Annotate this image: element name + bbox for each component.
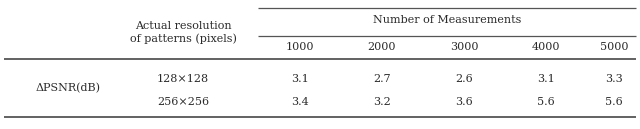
- Text: 1000: 1000: [285, 42, 314, 52]
- Text: 5.6: 5.6: [605, 97, 623, 107]
- Text: ΔPSNR(dB): ΔPSNR(dB): [35, 83, 100, 93]
- Text: 2000: 2000: [368, 42, 396, 52]
- Text: 128×128: 128×128: [157, 74, 209, 84]
- Text: 4000: 4000: [532, 42, 560, 52]
- Text: 5000: 5000: [600, 42, 628, 52]
- Text: 3.3: 3.3: [605, 74, 623, 84]
- Text: 2.6: 2.6: [455, 74, 473, 84]
- Text: Number of Measurements: Number of Measurements: [373, 15, 521, 25]
- Text: Actual resolution
of patterns (pixels): Actual resolution of patterns (pixels): [129, 21, 236, 44]
- Text: 2.7: 2.7: [373, 74, 391, 84]
- Text: 256×256: 256×256: [157, 97, 209, 107]
- Text: 3000: 3000: [450, 42, 478, 52]
- Text: 3.6: 3.6: [455, 97, 473, 107]
- Text: 3.2: 3.2: [373, 97, 391, 107]
- Text: 3.1: 3.1: [537, 74, 555, 84]
- Text: 3.4: 3.4: [291, 97, 309, 107]
- Text: 3.1: 3.1: [291, 74, 309, 84]
- Text: 5.6: 5.6: [537, 97, 555, 107]
